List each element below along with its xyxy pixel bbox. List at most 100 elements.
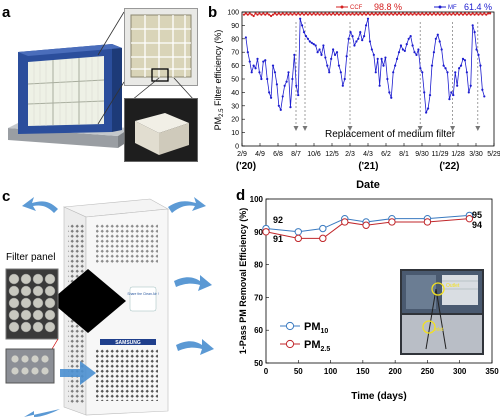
x-tick-label: 3/30 [469,151,483,158]
data-point-ccf [291,13,294,16]
data-point-mf [300,24,304,27]
data-point-ccf [254,12,257,15]
data-point-ccf [293,12,296,15]
data-point-ccf [419,13,422,16]
data-point-mf [425,111,428,114]
data-point-mf [459,64,463,67]
data-point-mf [382,64,385,67]
data-point-ccf [415,13,418,16]
data-point-mf [465,71,468,74]
data-point-ccf [459,12,463,15]
y-tick-label-d: 90 [254,228,263,237]
data-point-mf [419,67,422,70]
data-point-ccf [421,12,424,15]
data-point-ccf [413,12,416,15]
filter-efficiency-chart: 0 10 20 30 40 50 60 70 80 90 100 2/9 4/9 6/8 8/7 10/6 1… [213,2,500,191]
data-point-ccf [283,13,286,16]
panel-d-letter: d [236,187,246,204]
data-point-mf [403,49,406,52]
data-point-ccf [380,13,383,16]
data-point-mf [246,51,249,54]
data-point-mf [450,91,453,94]
honeycomb-graphic [135,113,189,155]
data-point-mf [320,53,323,56]
legend: CCF 98.8 % MF 61.4 % [336,2,492,12]
data-point-mf [258,71,261,74]
data-point-ccf [310,13,313,16]
data-point-ccf [458,13,461,16]
x-tick-label: 6/8 [273,151,283,158]
data-point-mf [368,40,372,43]
x-tick-label: 2/3 [345,151,355,158]
data-point-mf [299,17,302,20]
data-point-ccf [395,13,399,16]
data-point-ccf [454,13,457,16]
data-point-ccf [388,13,391,16]
data-point-ccf [258,12,261,15]
data-point-ccf [372,13,375,16]
y-tick-label: 80 [231,36,239,43]
label-pm25-first: 91 [273,234,283,244]
label-pm10-first: 92 [273,215,283,225]
data-point-mf [304,35,308,38]
data-point-ccf [471,12,474,15]
data-point-ccf [275,13,278,16]
data-point-mf [295,84,298,87]
data-point-ccf [244,12,247,15]
data-point-ccf [266,12,269,15]
data-point-ccf [479,12,482,15]
y-axis-label-d: 1-Pass PM Removal Efficiency (%) [238,208,248,355]
data-point-mf [386,77,389,81]
data-point-ccf [279,13,282,16]
x-tick-label: 2/9 [237,151,247,158]
data-point-mf [337,64,341,67]
data-point-ccf [483,12,486,15]
data-point-pm25 [319,234,327,243]
data-point-ccf [442,13,445,16]
data-point-mf [409,35,412,38]
panel-c-letter: c [2,188,11,205]
data-point-mf [397,51,401,54]
honeycomb-closeup-photo [124,98,198,162]
data-point-ccf [407,13,410,16]
legend-mf-value: 61.4 % [464,2,492,12]
x-axis-label-d: Time (days) [351,391,406,402]
data-point-ccf [328,12,331,15]
data-point-ccf [392,13,395,16]
data-point-ccf [423,13,426,16]
data-point-mf [372,53,375,56]
data-point-mf [395,57,399,61]
data-point-ccf [262,12,265,15]
data-point-ccf [390,12,393,15]
x-tick-label-d: 350 [485,367,499,376]
x-tick-label: 9/30 [415,151,429,158]
data-point-mf [244,36,247,39]
x-tick-label-d: 200 [388,367,402,376]
data-point-ccf [434,13,437,16]
data-point-mf [446,71,449,74]
data-point-ccf [339,12,342,15]
y-tick-label: 70 [231,50,239,57]
data-point-mf [310,41,313,44]
data-point-mf [413,51,416,54]
data-point-ccf [411,13,414,16]
y-tick-label: 90 [231,23,239,30]
data-point-pm10 [319,224,327,233]
data-point-ccf [432,12,436,15]
data-point-mf [405,43,408,46]
data-point-ccf [370,12,373,15]
y-ticks: 0 10 20 30 40 50 60 70 80 90 100 [227,10,245,151]
data-point-ccf [376,13,379,16]
data-point-ccf [285,12,288,15]
data-point-mf [271,64,275,67]
data-point-ccf [343,12,346,15]
data-point-ccf [461,13,465,16]
data-point-ccf [489,12,492,15]
x-tick-label: 8/1 [399,151,409,158]
data-point-ccf [469,13,472,16]
data-point-ccf [295,13,298,16]
legend-pm25-marker [285,339,295,349]
data-point-ccf [341,13,344,16]
data-point-ccf [337,13,341,16]
data-point-ccf [312,12,315,15]
